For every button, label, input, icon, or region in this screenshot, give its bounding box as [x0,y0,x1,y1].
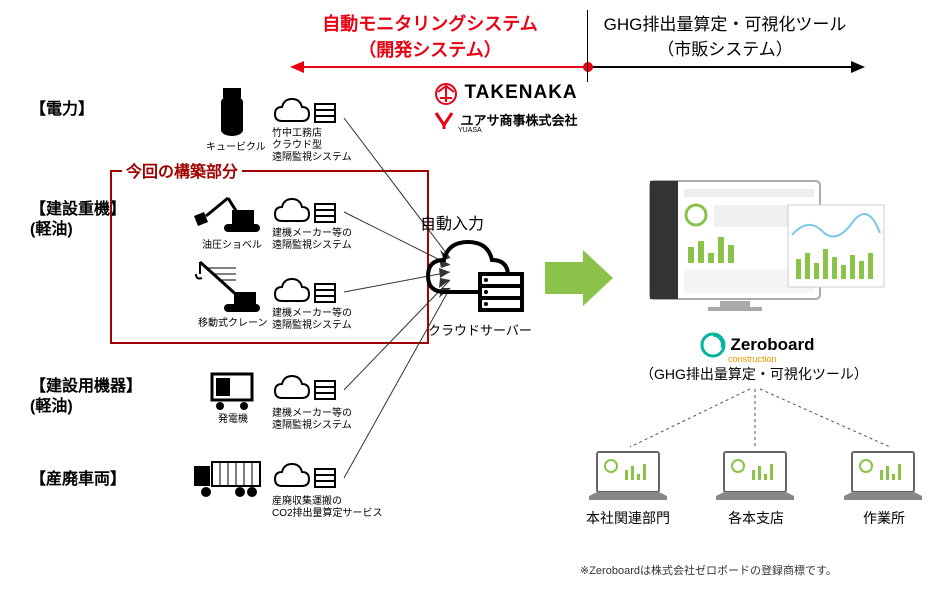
dashboard-monitor [640,175,890,325]
shovel-icon [190,188,262,236]
green-arrow [545,250,615,306]
header-left-line1: 自動モニタリングシステム [290,10,570,36]
crane-label: 移動式クレーン [198,314,268,329]
header-right-line1: GHG排出量算定・可視化ツール [590,10,860,35]
cat-heavy-2: (軽油) [30,215,73,239]
cloud-server-big [420,232,530,322]
header-right-title: GHG排出量算定・可視化ツール （市販システム） [590,10,860,60]
header-divider [587,10,588,82]
generator-icon [208,370,256,412]
header-left-title: 自動モニタリングシステム （開発システム） [290,10,570,62]
cat-waste: 【産廃車両】 [30,465,126,489]
crane-icon [190,258,262,316]
laptop-branch [712,448,798,506]
zeroboard-sub: construction [728,354,815,364]
cat-equip-2: (軽油) [30,392,73,416]
zeroboard-desc: （GHG排出量算定・可視化ツール） [640,364,868,384]
laptop-worksite [840,448,926,506]
center-dot [581,60,595,74]
yuasa-text: ユアサ商事株式会社 [460,113,577,128]
laptop-hq [585,448,671,506]
shovel-label: 油圧ショベル [202,236,262,251]
distribution-lines [590,385,920,455]
laptop-hq-label: 本社関連部門 [580,508,676,528]
laptop-worksite-label: 作業所 [836,508,932,528]
auto-input-label: 自動入力 [420,210,484,234]
truck-icon [192,458,264,502]
cubicle-label: キュービクル [206,138,266,153]
laptop-branch-label: 各本支店 [708,508,804,528]
zeroboard-text: Zeroboard [730,335,814,354]
header-right-line2: （市販システム） [590,35,860,60]
scope-box-title: 今回の構築部分 [122,158,242,182]
arrow-right-black [585,58,865,76]
takenaka-text: TAKENAKA [464,82,577,103]
generator-label: 発電機 [218,410,248,425]
takenaka-logo: TAKENAKA [432,82,578,106]
cloud-server-label: クラウドサーバー [428,320,532,339]
zeroboard-logo: Zeroboard construction [700,332,815,364]
cat-power: 【電力】 [30,95,94,119]
cubicle-icon [215,88,249,136]
arrow-left-red [290,58,590,76]
footer-note: ※Zeroboardは株式会社ゼロボードの登録商標です。 [580,562,837,578]
